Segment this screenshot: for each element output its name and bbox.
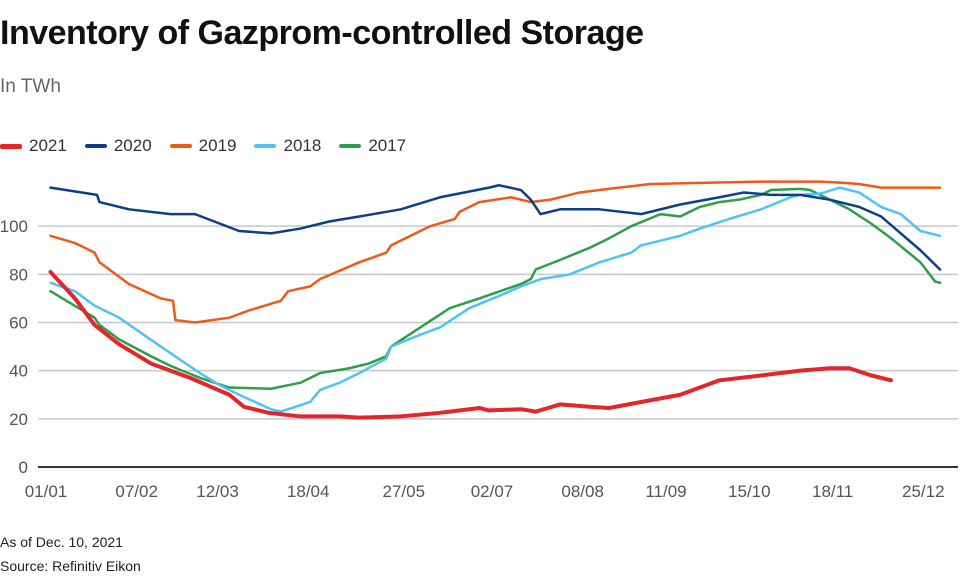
legend-label: 2021 — [29, 136, 67, 155]
series-line-2021 — [48, 269, 893, 420]
y-tick-label: 80 — [9, 265, 28, 284]
x-tick-label: 08/08 — [561, 482, 604, 501]
x-tick-label: 01/01 — [25, 482, 68, 501]
legend-swatch — [339, 144, 362, 148]
legend-item-2019: 2019 — [169, 136, 237, 156]
series-line-2020 — [49, 183, 942, 271]
legend-swatch — [254, 144, 277, 148]
x-tick-label: 07/02 — [115, 482, 158, 501]
legend-label: 2019 — [198, 136, 237, 155]
legend-item-2021: 2021 — [0, 136, 67, 156]
series-line-2018 — [49, 186, 942, 413]
x-tick-label: 11/09 — [645, 482, 686, 501]
as-of-note: As of Dec. 10, 2021 — [0, 534, 123, 550]
y-tick-label: 20 — [9, 410, 28, 429]
legend-item-2020: 2020 — [84, 136, 152, 156]
x-tick-label: 18/04 — [287, 482, 330, 501]
y-tick-label: 0 — [19, 458, 28, 477]
legend-item-2018: 2018 — [254, 136, 321, 156]
x-tick-label: 25/12 — [902, 482, 945, 501]
legend-label: 2020 — [113, 136, 152, 155]
y-tick-label: 60 — [9, 314, 28, 333]
y-tick-label: 40 — [9, 362, 28, 381]
legend-swatch — [169, 144, 192, 148]
legend-label: 2017 — [368, 136, 407, 155]
x-tick-label: 15/10 — [728, 482, 771, 501]
legend: 2021 2020 2019 2018 2017 — [0, 136, 406, 156]
legend-swatch — [84, 144, 107, 148]
legend-label: 2018 — [283, 136, 322, 155]
x-tick-label: 27/05 — [383, 482, 426, 501]
chart-title: Inventory of Gazprom-controlled Storage — [0, 14, 644, 52]
x-tick-label: 02/07 — [471, 482, 514, 501]
series-line-2017 — [49, 187, 942, 390]
x-tick-label: 12/03 — [196, 482, 239, 501]
chart-subtitle: In TWh — [0, 76, 61, 97]
x-tick-label: 18/11 — [812, 482, 853, 501]
series-line-2019 — [49, 180, 942, 324]
source-note: Source: Refinitiv Eikon — [0, 558, 141, 574]
y-tick-label: 100 — [0, 217, 28, 236]
legend-swatch — [0, 143, 22, 149]
legend-item-2017: 2017 — [339, 136, 406, 156]
